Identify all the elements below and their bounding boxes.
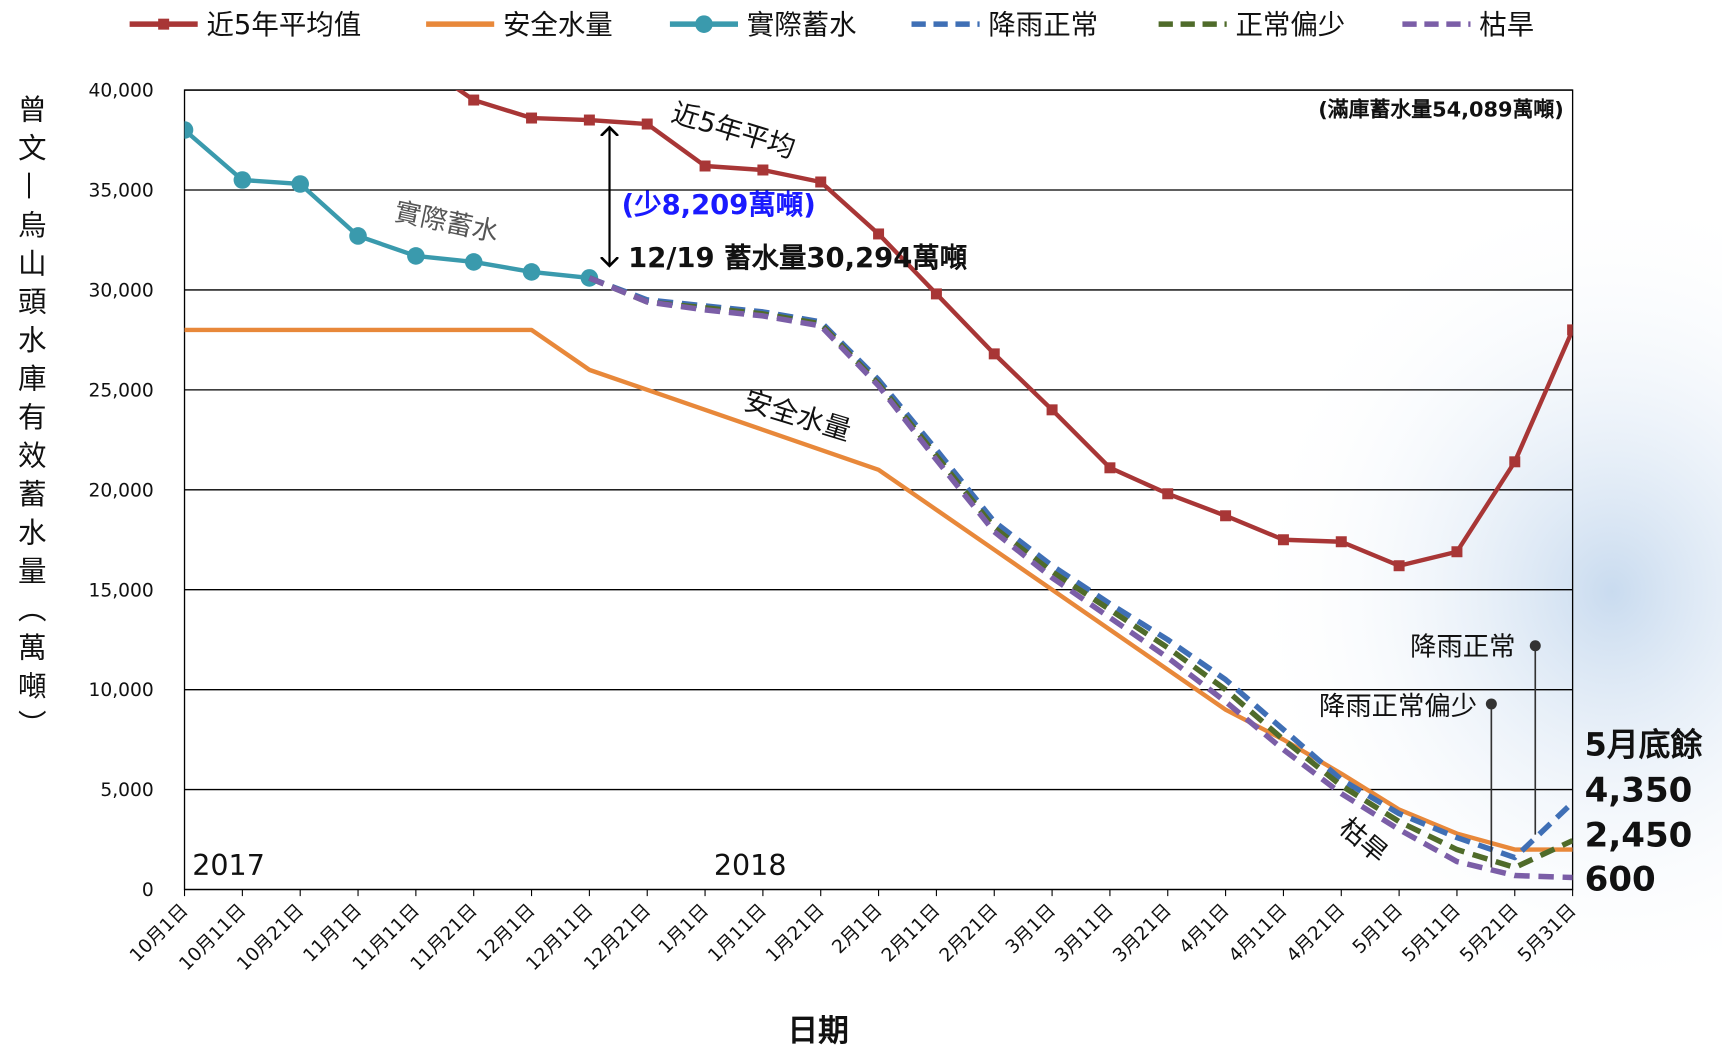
x-axis-title: 日期 (787, 1013, 848, 1047)
y-axis-title: 曾文—烏山頭水庫有效蓄水量（萬噸） (14, 94, 48, 747)
marker (1104, 462, 1115, 473)
marker (1047, 404, 1058, 415)
marker (931, 288, 942, 299)
annotation: 實際蓄水 (392, 197, 501, 248)
x-tick-label: 2月1日 (828, 900, 886, 958)
marker (410, 55, 421, 66)
annotation: (少8,209萬噸) (622, 190, 816, 221)
marker (989, 348, 1000, 359)
y-tick-label: 25,000 (88, 380, 153, 401)
chart: 近5年平均值安全水量實際蓄水降雨正常正常偏少枯旱 05,00010,00015,… (0, 0, 1722, 1047)
legend-label: 近5年平均值 (206, 10, 361, 41)
marker (815, 176, 826, 187)
legend-marker (695, 15, 713, 33)
marker (1451, 546, 1462, 557)
marker (1336, 536, 1347, 547)
annotation: 4,350 (1585, 771, 1693, 811)
annotation: 12/19 蓄水量30,294萬噸 (628, 243, 967, 274)
x-tick-label: 1月21日 (762, 900, 828, 966)
annotation: 5月底餘 (1585, 726, 1703, 764)
marker (873, 228, 884, 239)
pointer-dot (1530, 640, 1541, 651)
legend-marker (158, 19, 169, 30)
series-line (185, 130, 590, 278)
marker (176, 121, 194, 139)
marker (465, 253, 483, 271)
marker (234, 171, 252, 189)
marker (1394, 560, 1405, 571)
x-tick-label: 1月11日 (704, 900, 770, 966)
legend: 近5年平均值 安全水量 實際蓄水 降雨正常 正常偏少 枯旱 (130, 10, 1535, 41)
legend-label: 安全水量 (503, 10, 613, 41)
marker (349, 227, 367, 245)
marker (468, 95, 479, 106)
y-tick-label: 0 (142, 880, 154, 901)
marker (584, 115, 595, 126)
marker (523, 263, 541, 281)
marker (526, 113, 537, 124)
x-tick-label: 2月11日 (878, 900, 944, 966)
marker (642, 119, 653, 130)
y-tick-label: 10,000 (88, 680, 153, 701)
marker (1162, 488, 1173, 499)
y-tick-label: 30,000 (88, 281, 153, 302)
pointer-dot (1486, 698, 1497, 709)
annotation: 600 (1585, 860, 1656, 900)
y-tick-label: 15,000 (88, 580, 153, 601)
legend-label: 枯旱 (1479, 10, 1534, 41)
x-tick-label: 1月1日 (655, 900, 713, 958)
y-tick-label: 40,000 (88, 81, 153, 102)
marker (1278, 534, 1289, 545)
annotation: 2017 (192, 848, 265, 882)
annotation: 2018 (714, 848, 787, 882)
marker (700, 161, 711, 172)
y-tick-label: 35,000 (88, 181, 153, 202)
annotation: (滿庫蓄水量54,089萬噸) (1318, 97, 1564, 121)
annotation: 降雨正常 (1410, 633, 1515, 663)
y-tick-label: 5,000 (100, 780, 153, 801)
annotation: 2,450 (1585, 816, 1693, 856)
y-tick-label: 20,000 (88, 480, 153, 501)
annotation: 降雨正常偏少 (1319, 692, 1477, 722)
legend-label: 實際蓄水 (747, 10, 857, 41)
legend-label: 正常偏少 (1235, 10, 1345, 41)
marker (407, 247, 425, 265)
page: {"chart_data":{"type":"line", "y_label":… (0, 0, 1722, 1047)
legend-label: 降雨正常 (988, 10, 1098, 41)
marker (1509, 456, 1520, 467)
marker (757, 165, 768, 176)
annotation: 安全水量 (740, 386, 854, 448)
marker (291, 175, 309, 193)
marker (1220, 510, 1231, 521)
